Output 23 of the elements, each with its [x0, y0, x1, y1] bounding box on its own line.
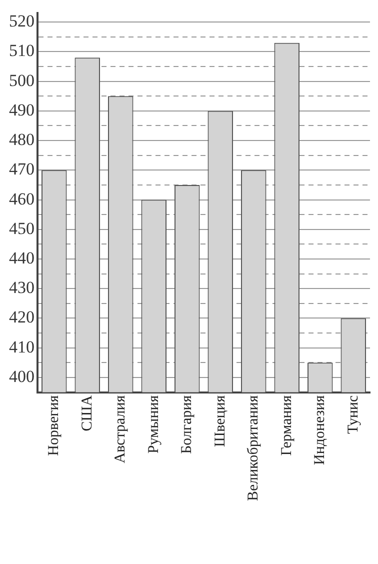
x-tick-label: Индонезия [312, 395, 328, 466]
y-tick-label: 500 [9, 70, 34, 90]
y-tick-label: 480 [9, 130, 34, 150]
y-tick-label: 470 [9, 160, 34, 179]
y-tick-label: 400 [9, 366, 34, 386]
y-tick-label: 460 [9, 189, 34, 208]
x-tick-label: Швеция [212, 395, 228, 448]
x-tick-label: Норвегия [46, 395, 62, 456]
y-tick-label: 450 [9, 218, 34, 238]
x-tick-label: Великобритания [246, 395, 262, 502]
x-tick-label: Тунис [345, 394, 362, 434]
x-tick-label: Румыния [146, 395, 162, 454]
y-tick-label: 490 [9, 100, 34, 120]
x-tick-label: Болгария [179, 395, 196, 454]
y-tick-label: 440 [9, 248, 34, 268]
x-tick-label: США [79, 395, 96, 432]
x-tick-label: Австралия [112, 395, 129, 464]
x-tick-label: Германия [278, 395, 295, 456]
y-tick-label: 430 [9, 278, 34, 298]
y-tick-label: 520 [9, 12, 34, 31]
y-tick-label: 510 [9, 41, 34, 60]
y-tick-label: 420 [9, 308, 34, 327]
y-tick-label: 410 [9, 337, 34, 356]
